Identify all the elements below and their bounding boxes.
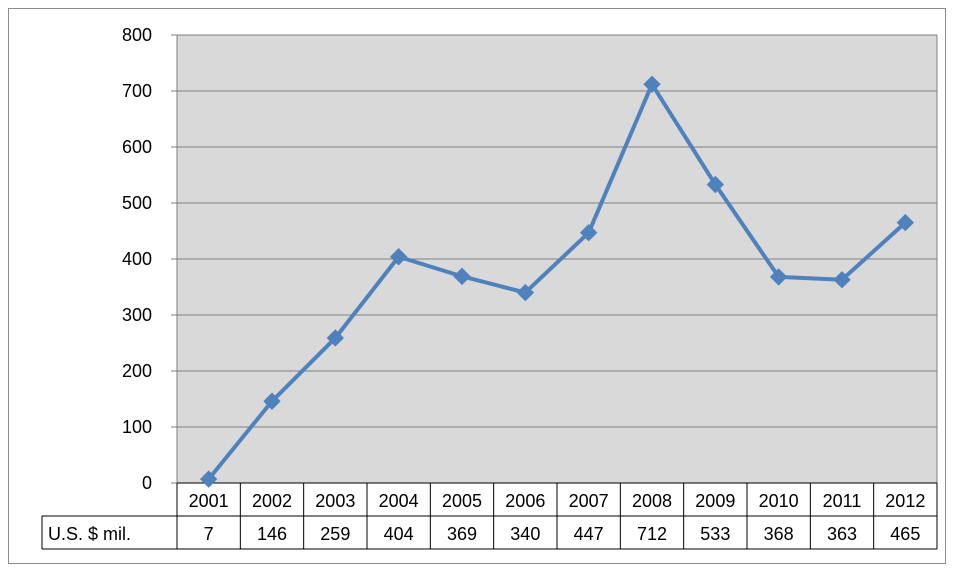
x-category-label: 2005 [442, 491, 482, 511]
data-table-value: 533 [700, 524, 730, 544]
y-tick-label: 600 [122, 137, 152, 157]
y-tick-label: 300 [122, 305, 152, 325]
data-point-marker [453, 267, 471, 286]
data-table-value: 712 [637, 524, 667, 544]
y-tick-label: 100 [122, 417, 152, 437]
data-table-value: 404 [384, 524, 414, 544]
data-point-marker [579, 223, 598, 242]
data-point-marker [516, 283, 535, 302]
data-table-value: 7 [204, 524, 214, 544]
data-point-marker [896, 213, 915, 232]
x-category-label: 2009 [695, 491, 735, 511]
x-category-label: 2006 [505, 491, 545, 511]
data-table: 2001 2002 2003 2004 2005 2006 2007 2008 2009 2010… [41, 482, 938, 550]
x-category-label: 2012 [885, 491, 925, 511]
data-table-value: 259 [320, 524, 350, 544]
data-point-marker [389, 248, 408, 266]
y-tick-label: 700 [122, 81, 152, 101]
series-layer [199, 75, 915, 488]
gridlines [171, 34, 937, 484]
x-category-label: 2003 [315, 491, 355, 511]
x-category-label: 2002 [252, 491, 292, 511]
data-table-value: 363 [827, 524, 857, 544]
data-table-value: 340 [510, 524, 540, 544]
data-table-value: 465 [890, 524, 920, 544]
data-table-value: 368 [764, 524, 794, 544]
y-tick-label: 400 [122, 249, 152, 269]
x-category-label: 2001 [189, 491, 229, 511]
x-category-label: 2004 [379, 491, 419, 511]
series-line [206, 82, 908, 482]
data-point-marker [263, 392, 281, 410]
y-tick-label: 800 [122, 25, 152, 45]
data-point-marker [199, 470, 218, 488]
data-point-marker [706, 175, 725, 194]
y-tick-label: 0 [142, 473, 152, 493]
data-point-marker [833, 271, 851, 289]
data-table-value: 146 [257, 524, 287, 544]
y-tick-label: 200 [122, 361, 152, 381]
data-table-value: 369 [447, 524, 477, 544]
y-tick-label: 500 [122, 193, 152, 213]
x-category-label: 2010 [759, 491, 799, 511]
x-category-label: 2008 [632, 491, 672, 511]
data-table-value: 447 [574, 524, 604, 544]
y-axis-ticks: 0 100 200 300 400 500 600 700 800 [122, 25, 152, 493]
x-category-label: 2007 [569, 491, 609, 511]
data-point-marker [769, 268, 788, 286]
x-category-label: 2011 [823, 491, 862, 511]
series-name-label: U.S. $ mil. [48, 524, 131, 544]
axes [176, 35, 938, 549]
data-point-marker [643, 75, 661, 93]
data-point-marker [326, 329, 345, 347]
